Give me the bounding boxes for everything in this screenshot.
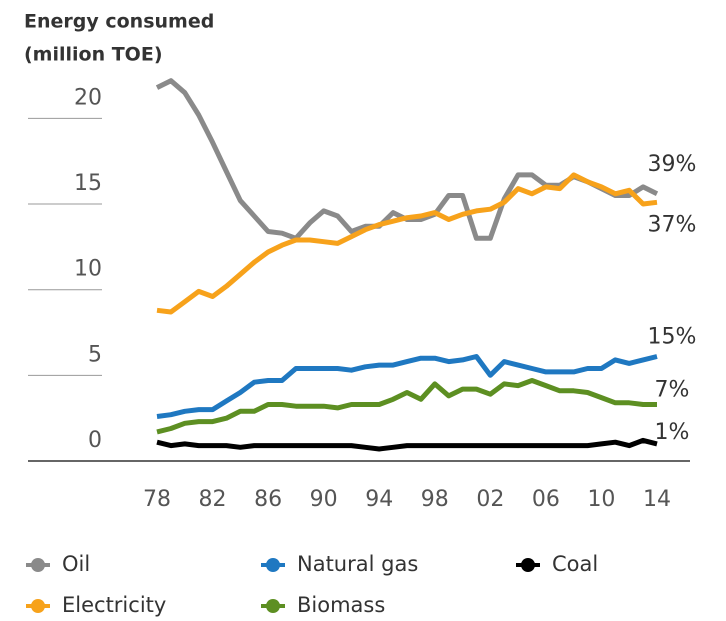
legend-swatch xyxy=(31,558,45,572)
chart-title: Energy consumed xyxy=(24,11,214,33)
end-label: 39% xyxy=(648,152,697,177)
y-tick-label: 0 xyxy=(88,428,102,453)
legend-swatch xyxy=(266,599,280,613)
series-line xyxy=(156,172,658,315)
x-tick-label: 10 xyxy=(587,487,615,512)
y-tick-label: 15 xyxy=(74,171,102,196)
x-tick-label: 06 xyxy=(532,487,560,512)
end-label: 15% xyxy=(648,325,697,350)
legend-swatch xyxy=(521,558,535,572)
series-line xyxy=(156,437,658,452)
x-tick-label: 86 xyxy=(254,487,282,512)
legend-swatch xyxy=(31,599,45,613)
x-tick-label: 14 xyxy=(643,487,671,512)
series-line xyxy=(155,78,659,241)
end-label: 1% xyxy=(655,420,690,445)
end-label: 7% xyxy=(655,377,690,402)
legend-label: Electricity xyxy=(62,593,166,617)
legend-label: Coal xyxy=(552,552,598,576)
end-label: 37% xyxy=(648,212,697,237)
x-tick-label: 02 xyxy=(476,487,504,512)
x-tick-label: 98 xyxy=(421,487,449,512)
y-tick-label: 20 xyxy=(74,85,102,110)
legend-label: Biomass xyxy=(297,593,385,617)
x-tick-label: 90 xyxy=(310,487,338,512)
y-tick-label: 5 xyxy=(88,342,102,367)
legend-label: Natural gas xyxy=(297,552,418,576)
series-line xyxy=(156,354,658,419)
x-tick-label: 94 xyxy=(365,487,393,512)
legend-swatch xyxy=(266,558,280,572)
chart-title: (million TOE) xyxy=(24,44,163,66)
legend-label: Oil xyxy=(62,552,90,576)
y-tick-label: 10 xyxy=(74,257,102,282)
x-tick-label: 78 xyxy=(143,487,171,512)
series-line xyxy=(156,378,657,435)
x-tick-label: 82 xyxy=(199,487,227,512)
